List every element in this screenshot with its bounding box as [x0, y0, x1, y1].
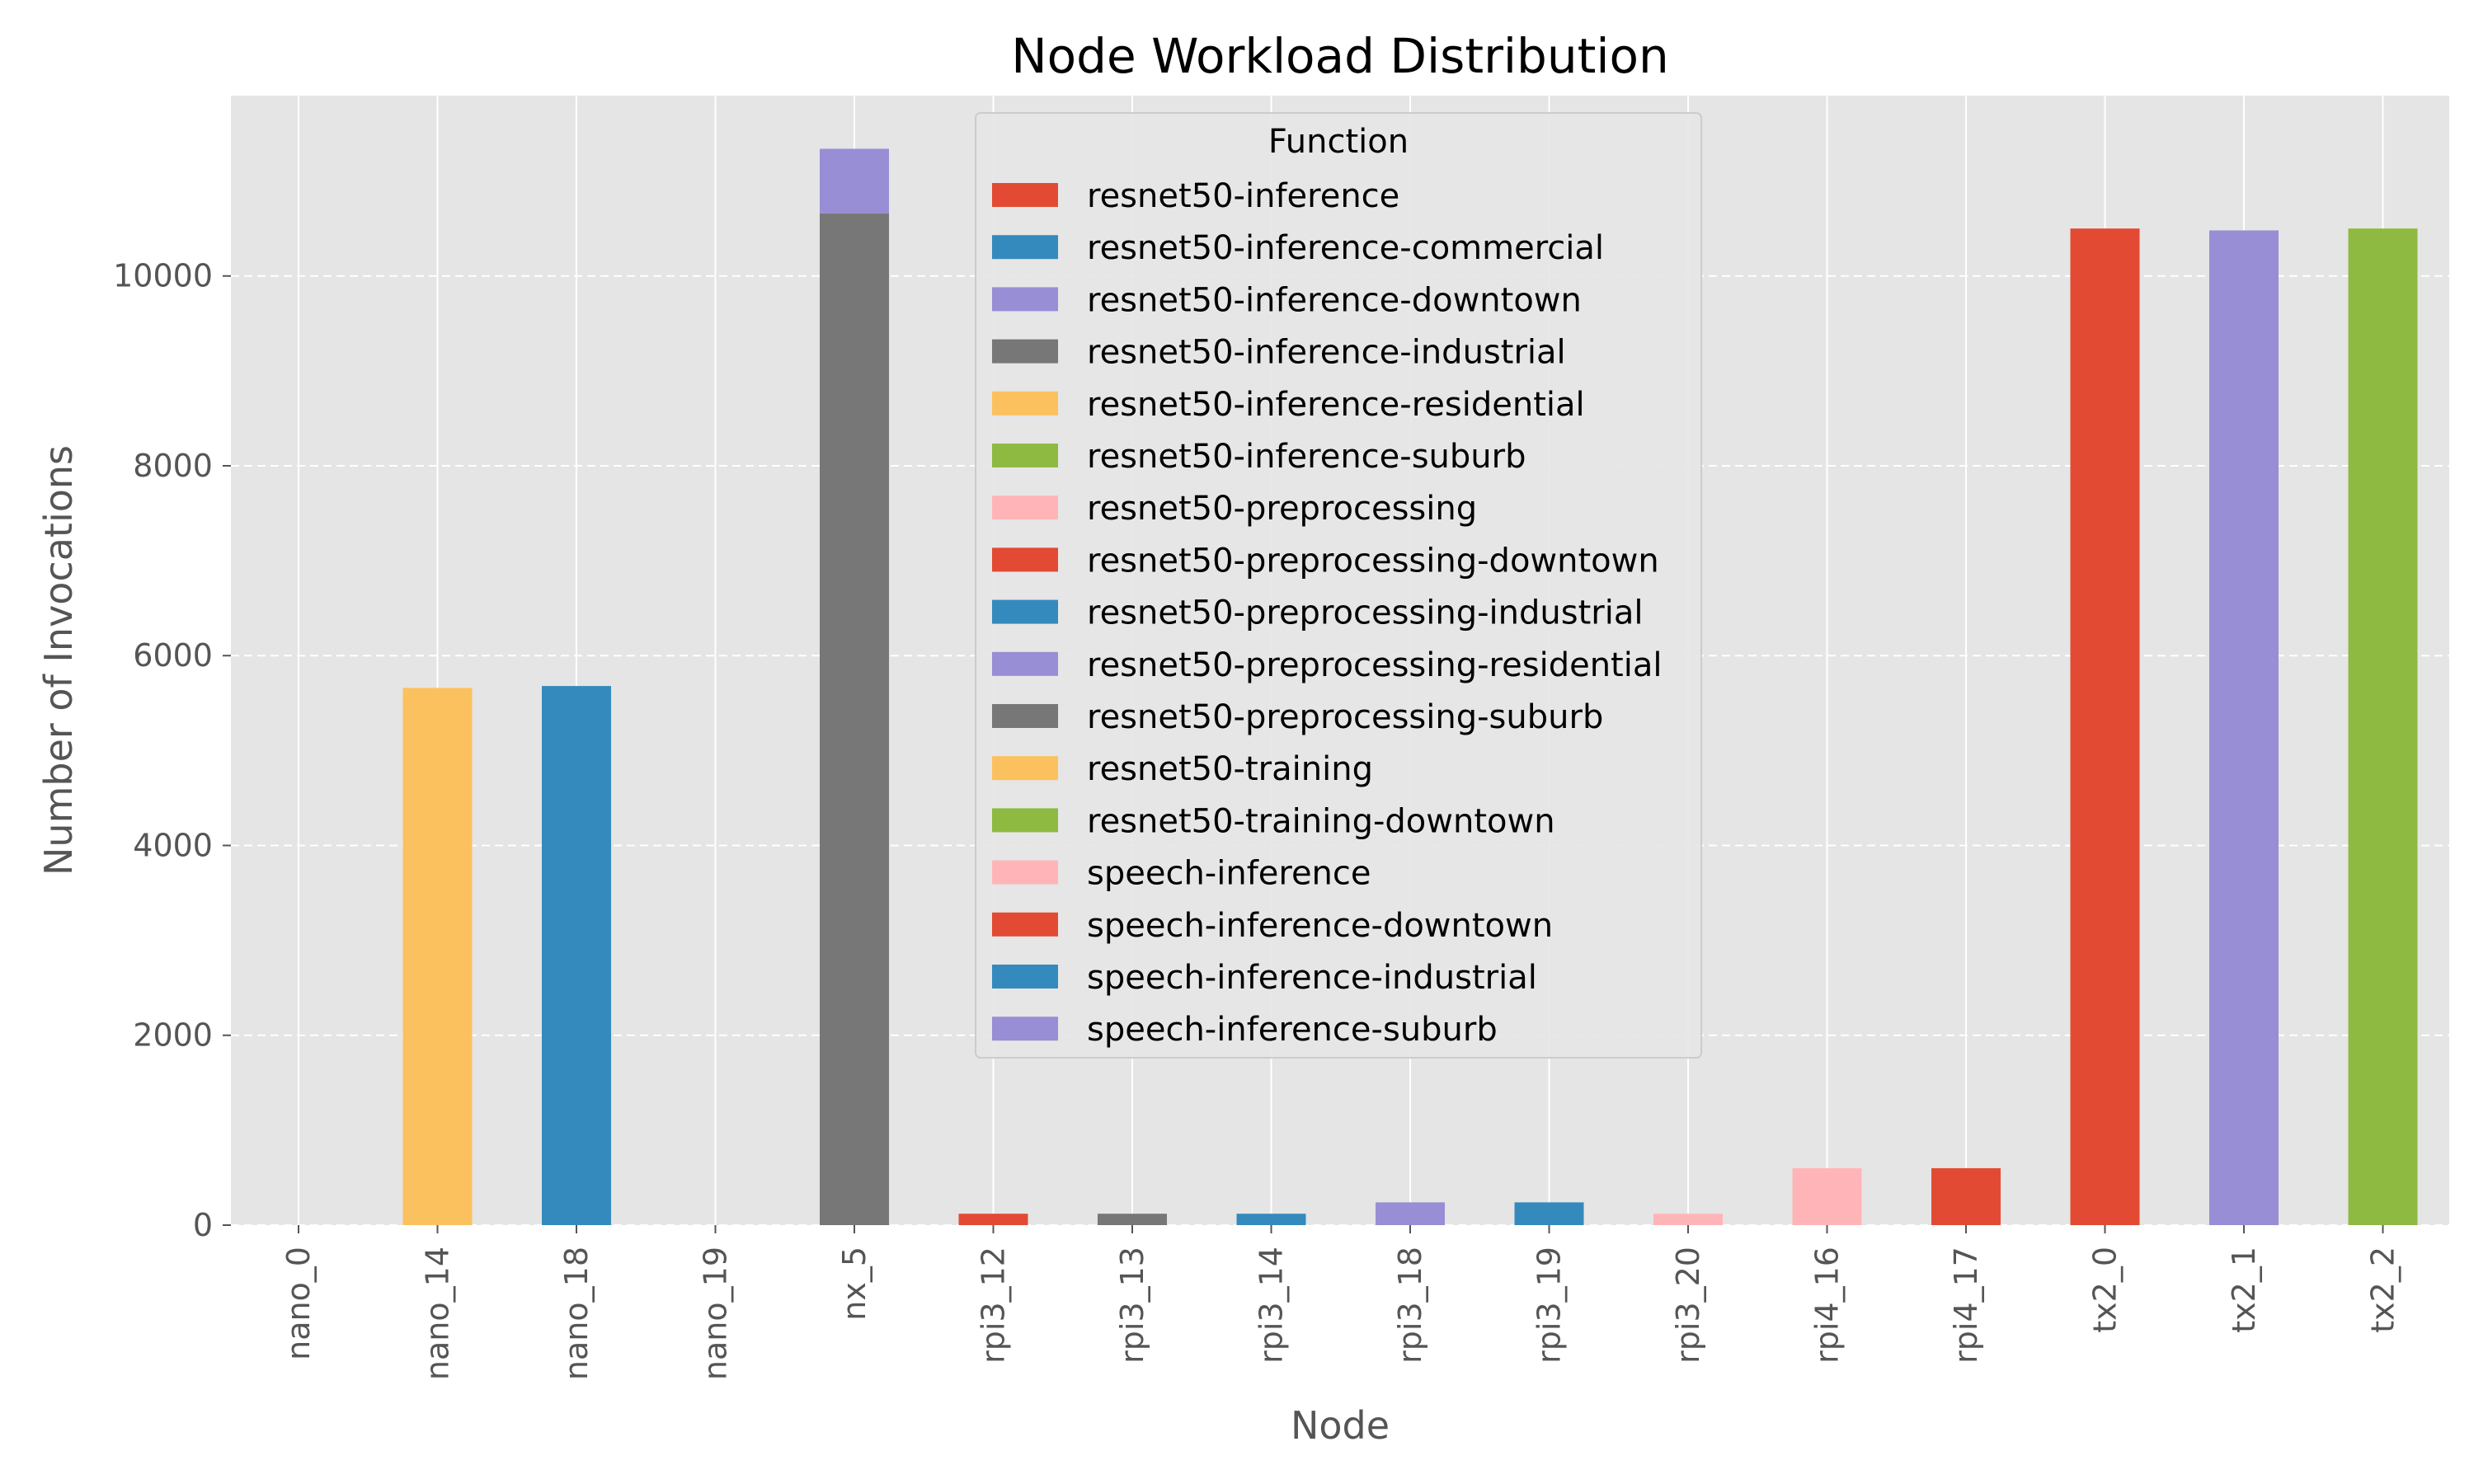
x-tick-label: rpi3_12 [976, 1247, 1012, 1364]
bar-segment [402, 688, 473, 1225]
legend-swatch [992, 444, 1058, 467]
bar-segment [1653, 1214, 1723, 1225]
legend-swatch [992, 599, 1058, 624]
x-tick-label: nano_18 [558, 1247, 595, 1380]
legend-entry: resnet50-training [1087, 750, 1373, 788]
bar-segment [2348, 228, 2418, 1225]
legend-swatch [992, 651, 1058, 676]
legend-swatch [992, 912, 1058, 937]
legend-swatch [992, 808, 1058, 833]
legend-swatch [992, 1017, 1058, 1041]
y-tick-label: 2000 [133, 1017, 213, 1054]
legend-swatch [992, 183, 1058, 207]
legend-swatch [992, 495, 1058, 520]
legend-entry: resnet50-preprocessing-residential [1087, 646, 1662, 684]
legend-entry: speech-inference-suburb [1087, 1011, 1498, 1049]
bar-segment [1376, 1202, 1445, 1225]
legend-swatch [992, 756, 1058, 781]
bar-segment [820, 148, 889, 214]
y-tick-label: 10000 [113, 258, 213, 294]
bar-segment [1098, 1214, 1167, 1225]
bar-segment [820, 213, 889, 1225]
y-tick-label: 6000 [133, 637, 213, 674]
x-tick-label: nx_5 [836, 1247, 872, 1321]
legend-entries: resnet50-inference resnet50-inference-com… [992, 177, 1662, 1049]
legend-entry: resnet50-preprocessing-industrial [1087, 594, 1643, 632]
legend-title: Function [1268, 123, 1409, 161]
legend: Function resnet50-inferenceresnet50-infe… [975, 112, 1702, 1059]
x-axis-ticks: nano_0 nano_14 nano_18 nano_19 nx_5 rpi3_12 rp… [280, 1225, 2401, 1380]
legend-swatch [992, 287, 1058, 312]
bars [402, 148, 2418, 1225]
y-tick-label: 4000 [133, 827, 213, 863]
x-tick-label: nano_0 [280, 1247, 317, 1360]
legend-entry: speech-inference [1087, 855, 1371, 893]
legend-entry: resnet50-inference-downtown [1087, 281, 1582, 319]
x-tick-label: nano_19 [698, 1247, 734, 1380]
legend-entry: resnet50-preprocessing-suburb [1087, 698, 1603, 736]
x-tick-label: rpi3_19 [1531, 1247, 1568, 1364]
legend-swatch [992, 547, 1058, 572]
legend-swatch [992, 339, 1058, 364]
x-tick-label: rpi3_18 [1392, 1247, 1428, 1364]
legend-swatch [992, 860, 1058, 885]
x-tick-label: tx2_2 [2365, 1247, 2401, 1333]
legend-entry: resnet50-preprocessing [1087, 490, 1477, 528]
y-tick-label: 8000 [133, 448, 213, 484]
legend-swatch [992, 391, 1058, 416]
legend-entry: resnet50-inference-industrial [1087, 334, 1566, 372]
legend-swatch [992, 704, 1058, 728]
y-tick-label: 0 [193, 1207, 213, 1243]
x-tick-label: rpi3_14 [1253, 1247, 1290, 1364]
legend-box [975, 112, 1702, 1059]
legend-entry: resnet50-inference-residential [1087, 386, 1585, 424]
x-axis-label: Node [1291, 1403, 1390, 1448]
x-tick-label: tx2_0 [2087, 1247, 2124, 1333]
chart-title: Node Workload Distribution [1011, 28, 1668, 84]
bar-segment [1236, 1214, 1306, 1225]
legend-entry: resnet50-inference-suburb [1087, 438, 1526, 476]
legend-swatch [992, 235, 1058, 260]
legend-entry: speech-inference-industrial [1087, 959, 1537, 997]
y-axis-label: Number of Invocations [36, 445, 81, 876]
bar-segment [542, 686, 611, 1225]
x-tick-label: rpi3_20 [1670, 1247, 1706, 1364]
y-axis-ticks: 0 2000 4000 6000 8000 10000 [113, 258, 231, 1243]
bar-segment [1514, 1202, 1584, 1225]
legend-entry: resnet50-inference [1087, 177, 1399, 215]
x-tick-label: rpi4_16 [1809, 1247, 1846, 1364]
legend-entry: speech-inference-downtown [1087, 907, 1553, 945]
legend-swatch [992, 965, 1058, 989]
bar-segment [2070, 228, 2140, 1225]
legend-entry: resnet50-inference-commercial [1087, 229, 1604, 267]
bar-segment [1792, 1167, 1862, 1225]
legend-entry: resnet50-preprocessing-downtown [1087, 542, 1659, 580]
bar-segment [958, 1214, 1028, 1225]
bar-segment [1931, 1167, 2001, 1225]
x-tick-label: tx2_1 [2226, 1247, 2262, 1333]
x-tick-label: rpi3_13 [1114, 1247, 1150, 1364]
x-tick-label: rpi4_17 [1948, 1247, 1984, 1364]
bar-segment [2209, 230, 2279, 1225]
legend-entry: resnet50-training-downtown [1087, 802, 1555, 840]
x-tick-label: nano_14 [420, 1247, 456, 1380]
